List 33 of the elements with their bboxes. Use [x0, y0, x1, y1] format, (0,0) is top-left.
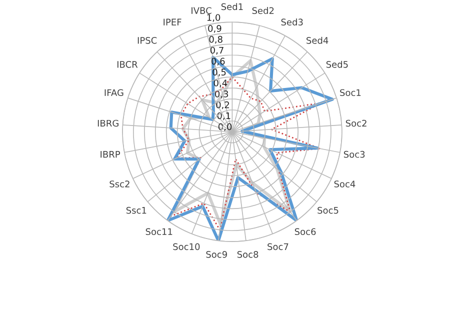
spoke-label: Sed5: [326, 60, 348, 68]
spoke-label: Soc11: [146, 228, 172, 236]
spoke-label: Soc10: [173, 243, 200, 250]
spoke-label: IFAG: [104, 89, 124, 96]
y-tick-label: 0,8: [209, 36, 222, 44]
y-tick-label: 0,0: [218, 123, 232, 132]
spoke-label: IVBC: [192, 7, 212, 14]
spoke-label: IPSC: [138, 36, 157, 44]
y-tick-label: 0,9: [208, 25, 222, 33]
spoke-label: Soc7: [268, 243, 288, 250]
y-tick-label: 0,3: [214, 90, 228, 98]
spoke-label: Soc1: [340, 89, 361, 96]
y-tick-label: 0,2: [216, 101, 229, 110]
y-tick-label: 0,7: [210, 46, 224, 55]
spoke-label: Sed2: [252, 7, 274, 14]
spoke-label: Soc3: [344, 150, 365, 158]
spoke-label: Soc8: [237, 250, 258, 258]
spoke-label: IBCR: [117, 61, 138, 68]
spoke-label: Sed1: [221, 3, 243, 10]
spoke-label: Ssc1: [126, 206, 146, 214]
spoke-label: IPEF: [164, 18, 182, 26]
y-tick-label: 0,1: [217, 112, 230, 120]
spoke-label: IBRP: [100, 151, 120, 158]
spoke-label: Soc2: [346, 120, 366, 127]
spoke-label: Soc5: [318, 206, 338, 214]
spoke-label: IBRG: [98, 120, 118, 127]
spoke-label: Sed3: [281, 18, 303, 26]
spoke-label: Ssc2: [110, 180, 130, 188]
y-tick-label: 1,0: [207, 14, 220, 22]
spoke-label: Soc6: [294, 228, 316, 236]
spoke-label: Soc4: [334, 180, 356, 188]
spoke-label: Soc9: [206, 250, 227, 258]
spoke-label: Sed4: [306, 36, 328, 44]
